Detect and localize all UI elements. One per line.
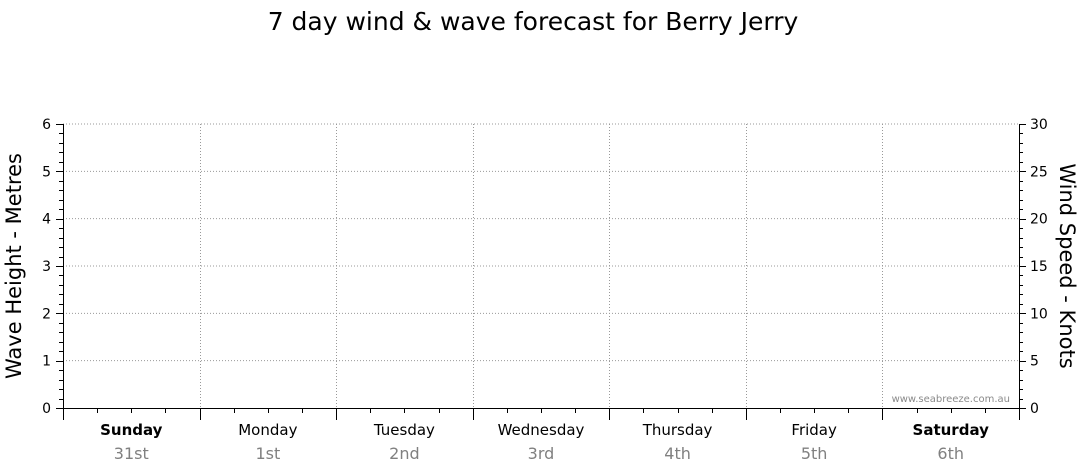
x-day-date: 1st <box>255 444 280 463</box>
left-tick-label: 2 <box>42 306 51 322</box>
watermark: www.seabreeze.com.au <box>892 394 1010 405</box>
x-day-date: 31st <box>114 444 149 463</box>
left-tick-label: 0 <box>42 401 51 417</box>
x-day-name: Saturday <box>913 421 990 439</box>
x-day-date: 4th <box>664 444 691 463</box>
right-tick-label: 5 <box>1030 354 1039 370</box>
x-day-date: 6th <box>937 444 964 463</box>
x-day-name: Friday <box>791 421 837 439</box>
x-day-name: Sunday <box>100 421 163 439</box>
right-axis: 0 5 10 15 20 25 30 <box>1019 117 1048 417</box>
x-day-name: Monday <box>238 421 297 439</box>
left-axis: 0 1 2 3 4 5 6 <box>42 117 64 417</box>
right-tick-label: 30 <box>1030 117 1048 133</box>
right-tick-label: 25 <box>1030 164 1048 180</box>
right-tick-label: 10 <box>1030 306 1048 322</box>
right-tick-label: 15 <box>1030 259 1048 275</box>
right-tick-label: 0 <box>1030 401 1039 417</box>
x-day-date: 3rd <box>528 444 555 463</box>
x-day-name: Tuesday <box>373 421 435 439</box>
chart-title: 7 day wind & wave forecast for Berry Jer… <box>268 7 799 36</box>
y-axis-right-label: Wind Speed - Knots <box>1055 163 1079 368</box>
left-tick-label: 5 <box>42 164 51 180</box>
x-axis: Sunday 31st Monday 1st Tuesday 2nd Wednesday 3r… <box>63 408 1020 463</box>
x-day-name: Wednesday <box>498 421 585 439</box>
left-tick-label: 1 <box>42 354 51 370</box>
y-axis-left-label: Wave Height - Metres <box>2 153 26 379</box>
x-day-date: 5th <box>801 444 828 463</box>
left-tick-label: 4 <box>42 212 51 228</box>
x-day-date: 2nd <box>389 444 419 463</box>
grid <box>63 123 1019 408</box>
left-tick-label: 6 <box>42 117 51 133</box>
right-tick-label: 20 <box>1030 212 1048 228</box>
left-tick-label: 3 <box>42 259 51 275</box>
x-day-name: Thursday <box>642 421 713 439</box>
